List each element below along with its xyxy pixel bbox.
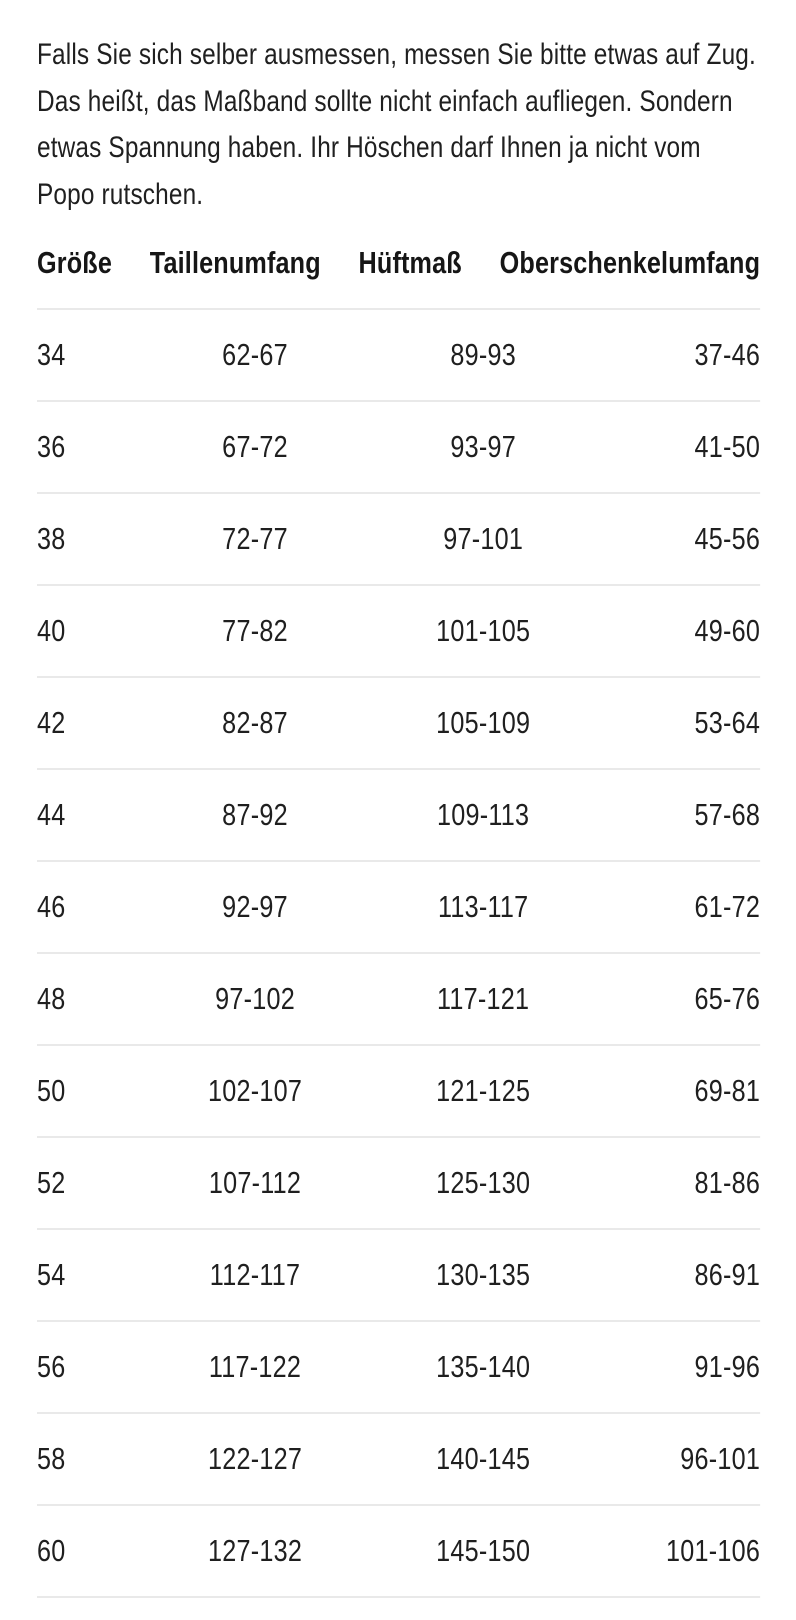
table-row: 40 77-82 101-105 49-60: [37, 586, 761, 678]
table-cell: 135-140: [436, 1349, 531, 1384]
table-cell: 52: [37, 1165, 66, 1200]
table-row: 34 62-67 89-93 37-46: [37, 310, 761, 402]
table-cell: 117-122: [208, 1349, 302, 1384]
table-row: 42 82-87 105-109 53-64: [37, 678, 761, 770]
table-cell: 107-112: [208, 1165, 302, 1200]
table-cell: 72-77: [222, 521, 288, 556]
table-cell: 58: [37, 1441, 66, 1476]
column-header-oberschenkelumfang: Oberschenkelumfang: [499, 245, 761, 280]
table-cell: 105-109: [436, 705, 531, 740]
table-cell: 61-72: [694, 889, 761, 924]
table-cell: 56: [37, 1349, 66, 1384]
table-cell: 112-117: [209, 1257, 301, 1292]
table-cell: 41-50: [694, 429, 761, 464]
table-cell: 130-135: [436, 1257, 531, 1292]
column-header-hueftmass: Hüftmaß: [358, 245, 462, 280]
table-cell: 44: [37, 797, 66, 832]
column-header-taillenumfang: Taillenumfang: [149, 245, 321, 280]
table-cell: 145-150: [436, 1533, 531, 1568]
table-cell: 37-46: [694, 337, 761, 372]
table-cell: 140-145: [436, 1441, 531, 1476]
table-cell: 67-72: [222, 429, 288, 464]
table-cell: 109-113: [437, 797, 530, 832]
table-cell: 53-64: [694, 705, 761, 740]
column-header-groesse: Größe: [37, 245, 112, 280]
table-cell: 87-92: [222, 797, 288, 832]
table-cell: 97-102: [215, 981, 295, 1016]
table-cell: 45-56: [694, 521, 761, 556]
size-table-body: 34 62-67 89-93 37-46 36 67-72 93-97 41-50 38 72-7…: [37, 310, 761, 1598]
table-cell: 122-127: [207, 1441, 303, 1476]
table-row: 36 67-72 93-97 41-50: [37, 402, 761, 494]
table-row: 46 92-97 113-117 61-72: [37, 862, 761, 954]
table-cell: 82-87: [222, 705, 288, 740]
table-row: 48 97-102 117-121 65-76: [37, 954, 761, 1046]
table-cell: 96-101: [680, 1441, 761, 1476]
table-cell: 117-121: [437, 981, 530, 1016]
table-row: 38 72-77 97-101 45-56: [37, 494, 761, 586]
table-row: 60 127-132 145-150 101-106: [37, 1506, 761, 1598]
measuring-instructions-text: Falls Sie sich selber ausmessen, messen …: [37, 38, 756, 211]
table-row: 50 102-107 121-125 69-81: [37, 1046, 761, 1138]
table-row: 54 112-117 130-135 86-91: [37, 1230, 761, 1322]
table-cell: 125-130: [436, 1165, 531, 1200]
table-row: 52 107-112 125-130 81-86: [37, 1138, 761, 1230]
table-cell: 77-82: [222, 613, 288, 648]
table-cell: 38: [37, 521, 66, 556]
table-cell: 102-107: [207, 1073, 303, 1108]
table-cell: 65-76: [694, 981, 761, 1016]
table-cell: 40: [37, 613, 66, 648]
table-cell: 92-97: [222, 889, 288, 924]
table-cell: 101-105: [436, 613, 531, 648]
size-table-header-row: Größe Taillenumfang Hüftmaß Oberschenkel…: [37, 218, 761, 310]
table-cell: 57-68: [694, 797, 761, 832]
table-cell: 69-81: [694, 1073, 761, 1108]
table-cell: 36: [37, 429, 66, 464]
table-cell: 113-117: [437, 889, 529, 924]
table-cell: 121-125: [436, 1073, 531, 1108]
table-cell: 54: [37, 1257, 66, 1292]
table-cell: 34: [37, 337, 66, 372]
table-cell: 86-91: [694, 1257, 761, 1292]
table-cell: 127-132: [207, 1533, 303, 1568]
table-cell: 81-86: [694, 1165, 761, 1200]
table-cell: 49-60: [694, 613, 761, 648]
table-cell: 101-106: [665, 1533, 761, 1568]
table-row: 44 87-92 109-113 57-68: [37, 770, 761, 862]
table-cell: 91-96: [694, 1349, 761, 1384]
table-cell: 89-93: [450, 337, 516, 372]
table-cell: 93-97: [450, 429, 516, 464]
table-cell: 97-101: [443, 521, 524, 556]
size-guide-section: Falls Sie sich selber ausmessen, messen …: [37, 0, 761, 1598]
table-cell: 60: [37, 1533, 66, 1568]
table-cell: 46: [37, 889, 66, 924]
table-cell: 42: [37, 705, 66, 740]
table-row: 58 122-127 140-145 96-101: [37, 1414, 761, 1506]
table-cell: 50: [37, 1073, 66, 1108]
size-table: Größe Taillenumfang Hüftmaß Oberschenkel…: [37, 218, 761, 1598]
table-cell: 48: [37, 981, 66, 1016]
table-row: 56 117-122 135-140 91-96: [37, 1322, 761, 1414]
table-cell: 62-67: [222, 337, 288, 372]
